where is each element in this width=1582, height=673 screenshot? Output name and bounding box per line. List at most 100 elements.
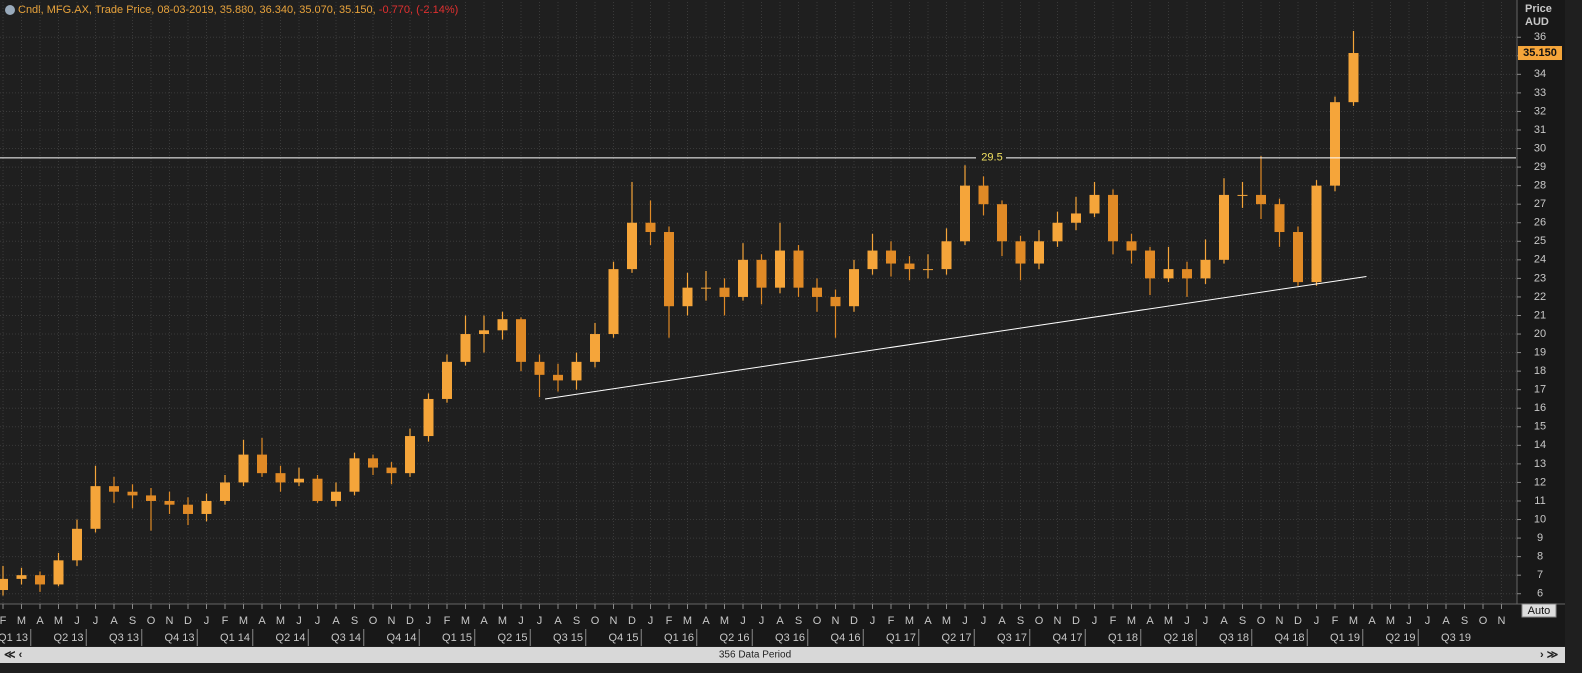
candle-body bbox=[275, 473, 286, 483]
x-tick-label: O bbox=[591, 615, 600, 627]
x-tick-label: A bbox=[1146, 615, 1154, 627]
x-tick-label: A bbox=[1220, 615, 1228, 627]
x-tick-label: A bbox=[776, 615, 784, 627]
y-tick-label: 29 bbox=[1534, 161, 1546, 173]
candle-body bbox=[1052, 222, 1063, 242]
y-tick-label: 32 bbox=[1534, 105, 1546, 117]
candle-body bbox=[312, 478, 323, 501]
x-tick-label: J bbox=[648, 615, 654, 627]
candle-body bbox=[553, 374, 563, 381]
x-tick-label: F bbox=[444, 615, 451, 627]
x-tick-label: J bbox=[870, 615, 876, 627]
x-tick-label: M bbox=[54, 615, 63, 627]
x-tick-label: J bbox=[1184, 615, 1190, 627]
x-tick-label: J bbox=[537, 615, 543, 627]
currency: AUD bbox=[1525, 16, 1549, 28]
quarter-label: Q1 15 bbox=[442, 632, 472, 644]
y-tick-label: 10 bbox=[1534, 513, 1546, 525]
quarter-label: Q1 18 bbox=[1108, 632, 1138, 644]
x-tick-label: J bbox=[1203, 615, 1209, 627]
candle-body bbox=[738, 259, 748, 297]
x-tick-label: J bbox=[74, 615, 80, 627]
candle-body bbox=[72, 528, 82, 561]
x-tick-label: J bbox=[1406, 615, 1412, 627]
auto-label[interactable]: Auto bbox=[1528, 605, 1551, 617]
candle-body bbox=[109, 486, 119, 492]
y-tick-label: 19 bbox=[1534, 346, 1546, 358]
y-tick-label: 30 bbox=[1534, 142, 1546, 154]
candle-body bbox=[35, 575, 45, 585]
x-tick-label: D bbox=[1294, 615, 1302, 627]
scrollbar[interactable] bbox=[0, 647, 1565, 663]
last-price-label: 35.150 bbox=[1523, 47, 1557, 59]
x-tick-label: D bbox=[406, 615, 414, 627]
x-tick-label: A bbox=[924, 615, 932, 627]
x-tick-label: M bbox=[683, 615, 692, 627]
y-tick-label: 25 bbox=[1534, 235, 1546, 247]
scroll-right[interactable]: › ≫ bbox=[1540, 649, 1558, 661]
candle-body bbox=[497, 319, 508, 331]
scroll-left[interactable]: ≪ ‹ bbox=[4, 649, 23, 661]
candle-body bbox=[590, 334, 600, 362]
candle-body bbox=[386, 467, 397, 474]
x-tick-label: M bbox=[276, 615, 285, 627]
candle-body bbox=[608, 269, 619, 335]
candle-body bbox=[442, 361, 452, 399]
y-tick-label: 18 bbox=[1534, 365, 1546, 377]
y-tick-label: 11 bbox=[1534, 495, 1545, 507]
x-tick-label: D bbox=[184, 615, 192, 627]
quarter-label: Q3 15 bbox=[553, 632, 583, 644]
y-tick-label: 6 bbox=[1537, 588, 1543, 600]
x-tick-label: A bbox=[998, 615, 1006, 627]
candle-body bbox=[53, 560, 64, 585]
auto-button[interactable] bbox=[1521, 603, 1557, 618]
candle-body bbox=[164, 500, 175, 505]
x-tick-label: J bbox=[426, 615, 432, 627]
quarter-label: Q3 18 bbox=[1219, 632, 1249, 644]
quarter-label: Q1 13 bbox=[0, 632, 28, 644]
x-tick-label: A bbox=[36, 615, 44, 627]
x-tick-label: F bbox=[0, 615, 7, 627]
candle-body bbox=[16, 575, 27, 579]
candle-body bbox=[1015, 241, 1026, 264]
hline-label: 29.5 bbox=[981, 152, 1002, 164]
candle-body bbox=[183, 504, 193, 514]
y-tick-label: 31 bbox=[1534, 124, 1546, 136]
x-tick-label: A bbox=[480, 615, 488, 627]
x-tick-label: S bbox=[573, 615, 580, 627]
candle-body bbox=[90, 486, 101, 529]
x-tick-label: J bbox=[296, 615, 302, 627]
candle-body bbox=[1071, 213, 1081, 223]
candle-body bbox=[479, 330, 489, 335]
candle-body bbox=[978, 185, 989, 205]
y-tick-label: 14 bbox=[1534, 439, 1546, 451]
period-label: 356 Data Period bbox=[719, 650, 791, 661]
quarter-label: Q2 16 bbox=[720, 632, 750, 644]
quarter-label: Q3 13 bbox=[109, 632, 139, 644]
x-tick-label: A bbox=[554, 615, 562, 627]
quarter-label: Q3 16 bbox=[775, 632, 805, 644]
x-tick-label: D bbox=[850, 615, 858, 627]
quarter-label: Q2 18 bbox=[1164, 632, 1194, 644]
y-tick-label: 27 bbox=[1534, 198, 1546, 210]
y-tick-label: 24 bbox=[1534, 254, 1546, 266]
candle-body bbox=[349, 458, 360, 492]
candle-body bbox=[941, 241, 952, 270]
x-tick-label: M bbox=[1164, 615, 1173, 627]
x-tick-label: J bbox=[315, 615, 321, 627]
candle-body bbox=[0, 578, 8, 591]
candle-body bbox=[571, 361, 582, 381]
quarter-label: Q3 14 bbox=[331, 632, 361, 644]
candle-body bbox=[886, 250, 896, 264]
candle-body bbox=[756, 259, 767, 288]
candle-body bbox=[1293, 232, 1303, 283]
y-tick-label: 13 bbox=[1534, 458, 1546, 470]
y-tick-label: 12 bbox=[1534, 476, 1546, 488]
candle-body bbox=[1108, 194, 1118, 242]
quarter-label: Q1 14 bbox=[220, 632, 250, 644]
quarter-label: Q4 14 bbox=[387, 632, 417, 644]
candle-body bbox=[775, 250, 785, 288]
quarter-label: Q4 17 bbox=[1053, 632, 1083, 644]
candle-body bbox=[534, 361, 545, 375]
x-tick-label: A bbox=[332, 615, 340, 627]
